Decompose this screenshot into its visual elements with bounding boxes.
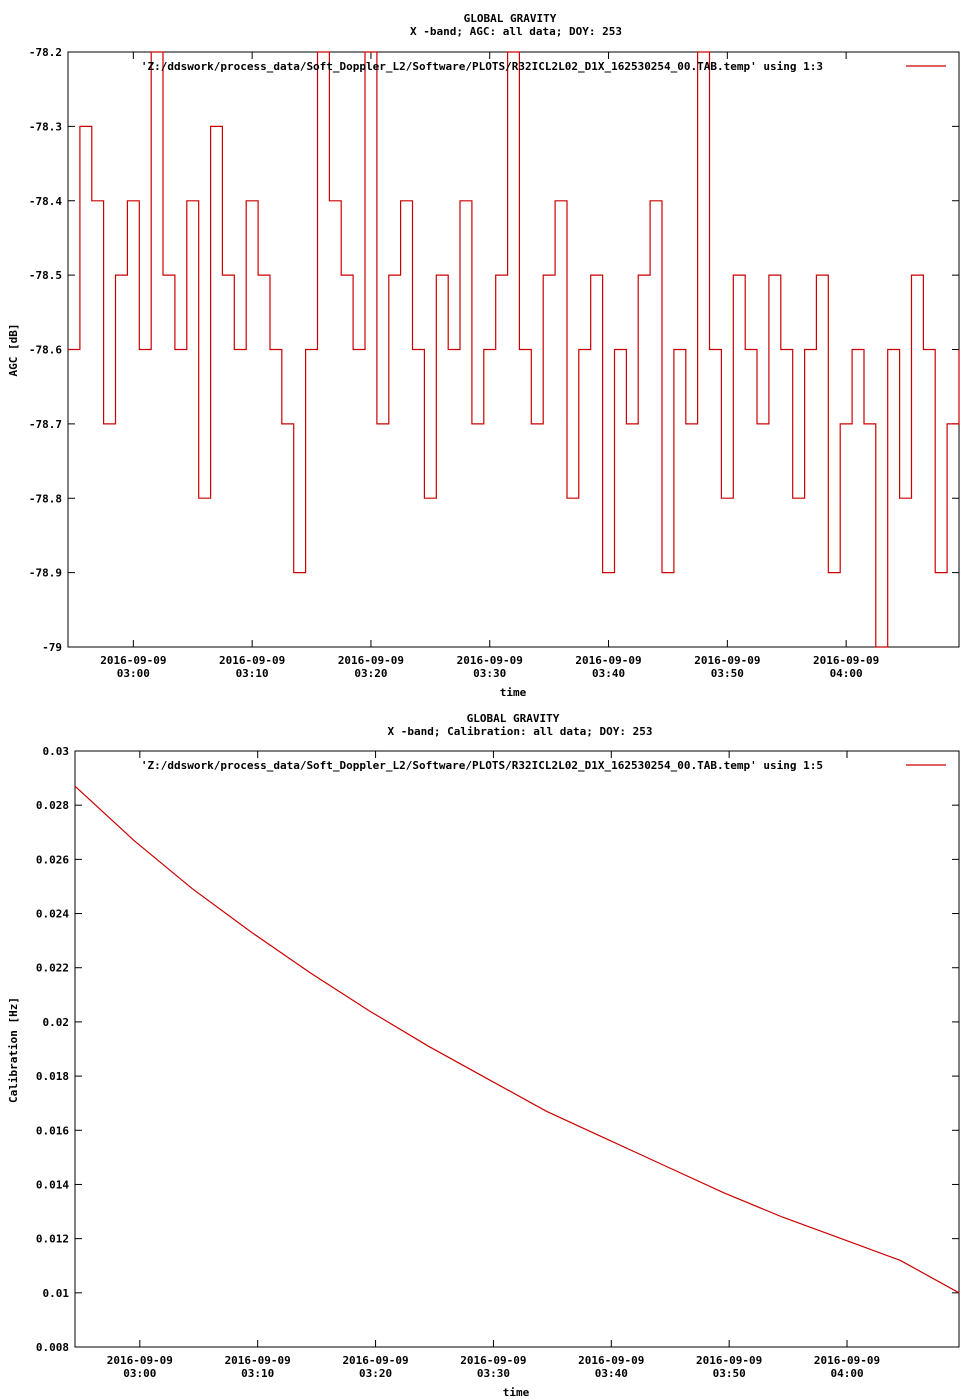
series-group bbox=[68, 51, 960, 648]
x-tick-time: 03:10 bbox=[236, 667, 269, 680]
y-tick-label: 0.022 bbox=[36, 962, 69, 975]
x-tick-date: 2016-09-09 bbox=[696, 1354, 762, 1367]
y-axis-label: Calibration [Hz] bbox=[7, 997, 20, 1103]
x-tick-time: 03:20 bbox=[354, 667, 387, 680]
y-ticks: 0.03 0.028 0.026 0.024 0.022 0.02 0.018 0.016 0.… bbox=[36, 745, 959, 1354]
x-axis-label: time bbox=[503, 1386, 530, 1399]
y-tick-label: -78.9 bbox=[29, 567, 62, 580]
y-tick-label: -78.7 bbox=[29, 418, 62, 431]
chart-subtitle: X -band; AGC: all data; DOY: 253 bbox=[410, 25, 622, 38]
agc-chart: GLOBAL GRAVITY X -band; AGC: all data; D… bbox=[7, 12, 960, 699]
x-tick-time: 03:00 bbox=[117, 667, 150, 680]
legend-label: 'Z:/ddswork/process_data/Soft_Doppler_L2… bbox=[141, 60, 823, 73]
y-tick-label: 0.008 bbox=[36, 1341, 69, 1354]
x-tick-date: 2016-09-09 bbox=[338, 654, 404, 667]
series-line bbox=[68, 51, 960, 648]
y-tick-label: 0.014 bbox=[36, 1178, 69, 1191]
x-tick-time: 03:00 bbox=[123, 1367, 156, 1380]
x-tick-time: 03:50 bbox=[713, 1367, 746, 1380]
x-tick-time: 03:10 bbox=[241, 1367, 274, 1380]
chart-subtitle: X -band; Calibration: all data; DOY: 253 bbox=[388, 725, 653, 738]
y-tick-label: 0.01 bbox=[43, 1287, 70, 1300]
y-tick-label: -78.3 bbox=[29, 120, 62, 133]
y-tick-label: 0.024 bbox=[36, 908, 69, 921]
plot-frame bbox=[67, 51, 960, 648]
x-tick-date: 2016-09-09 bbox=[457, 654, 523, 667]
y-tick-label: -78.2 bbox=[29, 46, 62, 59]
x-tick-date: 2016-09-09 bbox=[578, 1354, 644, 1367]
x-tick-time: 04:00 bbox=[830, 667, 863, 680]
y-tick-label: 0.026 bbox=[36, 853, 69, 866]
chart-title: GLOBAL GRAVITY bbox=[467, 712, 560, 725]
y-tick-label: -78.6 bbox=[29, 344, 62, 357]
y-tick-label: 0.02 bbox=[43, 1016, 70, 1029]
x-tick-time: 03:40 bbox=[595, 1367, 628, 1380]
calibration-chart: GLOBAL GRAVITY X -band; Calibration: all… bbox=[7, 712, 960, 1399]
plot-frame bbox=[74, 750, 960, 1348]
x-tick-time: 03:20 bbox=[359, 1367, 392, 1380]
y-tick-label: -78.4 bbox=[29, 195, 62, 208]
x-tick-date: 2016-09-09 bbox=[107, 1354, 173, 1367]
x-tick-date: 2016-09-09 bbox=[100, 654, 166, 667]
y-tick-label: 0.018 bbox=[36, 1070, 69, 1083]
legend-label: 'Z:/ddswork/process_data/Soft_Doppler_L2… bbox=[141, 759, 823, 772]
y-tick-label: -79 bbox=[42, 641, 62, 654]
x-tick-date: 2016-09-09 bbox=[225, 1354, 291, 1367]
y-ticks: -78.2 -78.3 -78.4 -78.5 -78.6 -78.7 -78.8 -78.9… bbox=[29, 46, 959, 654]
x-tick-time: 03:40 bbox=[592, 667, 625, 680]
x-ticks: 2016-09-0903:002016-09-0903:102016-09-09… bbox=[100, 52, 879, 680]
x-axis-label: time bbox=[500, 686, 527, 699]
x-tick-date: 2016-09-09 bbox=[460, 1354, 526, 1367]
series-line bbox=[74, 785, 960, 1294]
x-tick-time: 04:00 bbox=[830, 1367, 863, 1380]
x-tick-date: 2016-09-09 bbox=[694, 654, 760, 667]
y-axis-label: AGC [dB] bbox=[7, 324, 20, 377]
series-group bbox=[74, 785, 960, 1294]
y-tick-label: -78.5 bbox=[29, 269, 62, 282]
x-tick-date: 2016-09-09 bbox=[813, 654, 879, 667]
x-tick-time: 03:50 bbox=[711, 667, 744, 680]
x-tick-date: 2016-09-09 bbox=[219, 654, 285, 667]
x-tick-date: 2016-09-09 bbox=[814, 1354, 880, 1367]
chart-title: GLOBAL GRAVITY bbox=[464, 12, 557, 25]
y-tick-label: 0.012 bbox=[36, 1233, 69, 1246]
x-ticks: 2016-09-0903:002016-09-0903:102016-09-09… bbox=[107, 751, 880, 1380]
y-tick-label: 0.016 bbox=[36, 1124, 69, 1137]
y-tick-label: -78.8 bbox=[29, 492, 62, 505]
y-tick-label: 0.03 bbox=[43, 745, 70, 758]
y-tick-label: 0.028 bbox=[36, 799, 69, 812]
x-tick-time: 03:30 bbox=[477, 1367, 510, 1380]
x-tick-time: 03:30 bbox=[473, 667, 506, 680]
x-tick-date: 2016-09-09 bbox=[575, 654, 641, 667]
x-tick-date: 2016-09-09 bbox=[342, 1354, 408, 1367]
